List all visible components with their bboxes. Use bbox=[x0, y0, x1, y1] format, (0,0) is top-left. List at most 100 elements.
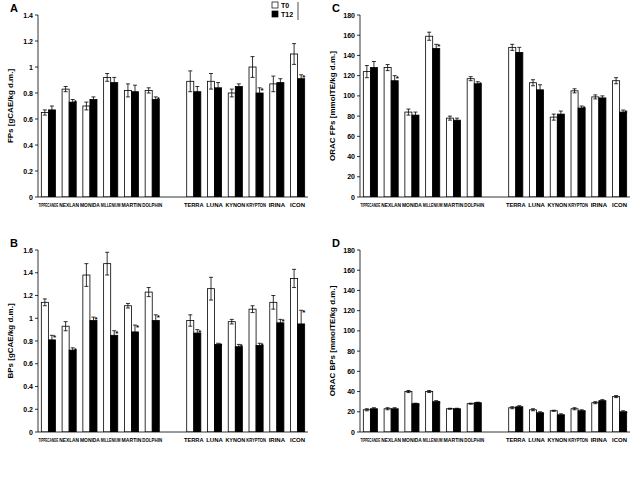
error-bar bbox=[292, 269, 296, 287]
x-tick-label: TIPPECANOE bbox=[361, 437, 381, 443]
error-cap bbox=[230, 323, 234, 324]
error-cap bbox=[573, 407, 577, 408]
error-cap bbox=[538, 84, 542, 85]
error-cap bbox=[559, 117, 563, 118]
error-cap bbox=[552, 411, 556, 412]
error-bar bbox=[271, 76, 275, 92]
error-line bbox=[387, 65, 388, 71]
error-bar bbox=[64, 322, 68, 331]
figure: AFPs [gCAE/kg d.m.]00.20.40.60.811.21.4*… bbox=[0, 0, 635, 479]
error-line bbox=[107, 252, 108, 275]
error-line bbox=[512, 44, 513, 50]
y-tick bbox=[357, 197, 360, 198]
error-line bbox=[616, 78, 617, 84]
x-tick-label: TIPPECANOE bbox=[39, 437, 59, 443]
error-cap bbox=[531, 408, 535, 409]
error-cap bbox=[299, 337, 303, 338]
y-tick bbox=[357, 55, 360, 56]
error-cap bbox=[510, 50, 514, 51]
significance-mark: * bbox=[157, 95, 161, 104]
error-cap bbox=[448, 409, 452, 410]
x-tick-label: DOLPHIN bbox=[142, 437, 162, 443]
error-cap bbox=[593, 403, 597, 404]
error-cap bbox=[292, 269, 296, 270]
error-cap bbox=[406, 392, 410, 393]
bar bbox=[529, 410, 536, 432]
error-cap bbox=[258, 98, 262, 99]
error-cap bbox=[552, 114, 556, 115]
error-cap bbox=[43, 298, 47, 299]
bar bbox=[405, 392, 412, 432]
bar bbox=[557, 114, 564, 197]
error-cap bbox=[448, 408, 452, 409]
y-tick bbox=[35, 295, 38, 296]
significance-mark: * bbox=[94, 315, 98, 324]
bar bbox=[426, 36, 433, 197]
bar bbox=[270, 302, 277, 432]
marks bbox=[41, 44, 304, 197]
error-cap bbox=[126, 83, 130, 84]
y-tick bbox=[357, 371, 360, 372]
significance-mark: * bbox=[302, 308, 306, 317]
bar bbox=[453, 120, 460, 197]
error-cap bbox=[50, 106, 54, 107]
y-tick-label: 1 bbox=[29, 315, 33, 322]
annotations: ************ bbox=[53, 308, 306, 355]
error-cap bbox=[105, 275, 109, 276]
error-cap bbox=[406, 390, 410, 391]
significance-mark: * bbox=[541, 410, 545, 419]
error-cap bbox=[365, 410, 369, 411]
x-tick-label: KRYPTON bbox=[568, 437, 588, 443]
error-cap bbox=[386, 409, 390, 410]
error-line bbox=[553, 114, 554, 120]
bar bbox=[405, 112, 412, 197]
error-bar bbox=[386, 408, 390, 410]
bar bbox=[291, 278, 298, 432]
y-axis-label: FPs [gCAE/kg d.m.] bbox=[6, 69, 15, 144]
x-tick-label: MILLENIUM bbox=[101, 437, 121, 443]
panel-title: C bbox=[332, 2, 340, 14]
bar bbox=[69, 350, 76, 432]
y-tick-label: 1.4 bbox=[23, 269, 33, 276]
error-bar bbox=[112, 77, 116, 87]
error-cap bbox=[84, 263, 88, 264]
error-cap bbox=[476, 403, 480, 404]
y-tick-label: 80 bbox=[347, 113, 355, 120]
error-line bbox=[519, 47, 520, 57]
error-cap bbox=[105, 81, 109, 82]
y-tick-label: 100 bbox=[343, 92, 355, 99]
error-cap bbox=[188, 314, 192, 315]
error-bar bbox=[84, 264, 88, 287]
error-cap bbox=[600, 99, 604, 100]
error-cap bbox=[195, 96, 199, 97]
error-cap bbox=[230, 89, 234, 90]
x-tick-label: IRINA bbox=[269, 202, 286, 208]
marks bbox=[41, 252, 304, 432]
x-tick-label: TIPPECANOE bbox=[39, 202, 59, 208]
error-cap bbox=[469, 76, 473, 77]
significance-mark: * bbox=[53, 333, 57, 342]
error-cap bbox=[112, 87, 116, 88]
bar bbox=[363, 72, 370, 197]
error-cap bbox=[531, 85, 535, 86]
error-cap bbox=[147, 93, 151, 94]
error-cap bbox=[386, 407, 390, 408]
error-line bbox=[456, 118, 457, 122]
error-cap bbox=[517, 405, 521, 406]
bar bbox=[537, 90, 544, 197]
x-tick-label: DOLPHIN bbox=[464, 202, 484, 208]
y-tick-label: 80 bbox=[347, 348, 355, 355]
y-tick bbox=[35, 93, 38, 94]
error-cap bbox=[126, 303, 130, 304]
error-cap bbox=[271, 309, 275, 310]
error-bar bbox=[230, 89, 234, 97]
error-line bbox=[470, 77, 471, 81]
y-tick bbox=[35, 15, 38, 16]
y-tick-label: 1.2 bbox=[23, 292, 33, 299]
marks bbox=[363, 32, 626, 197]
error-cap bbox=[251, 77, 255, 78]
y-tick-label: 40 bbox=[347, 153, 355, 160]
error-bar bbox=[105, 74, 109, 82]
bar bbox=[370, 409, 377, 432]
error-line bbox=[197, 87, 198, 97]
